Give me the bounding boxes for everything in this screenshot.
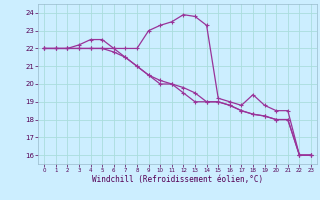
X-axis label: Windchill (Refroidissement éolien,°C): Windchill (Refroidissement éolien,°C) bbox=[92, 175, 263, 184]
